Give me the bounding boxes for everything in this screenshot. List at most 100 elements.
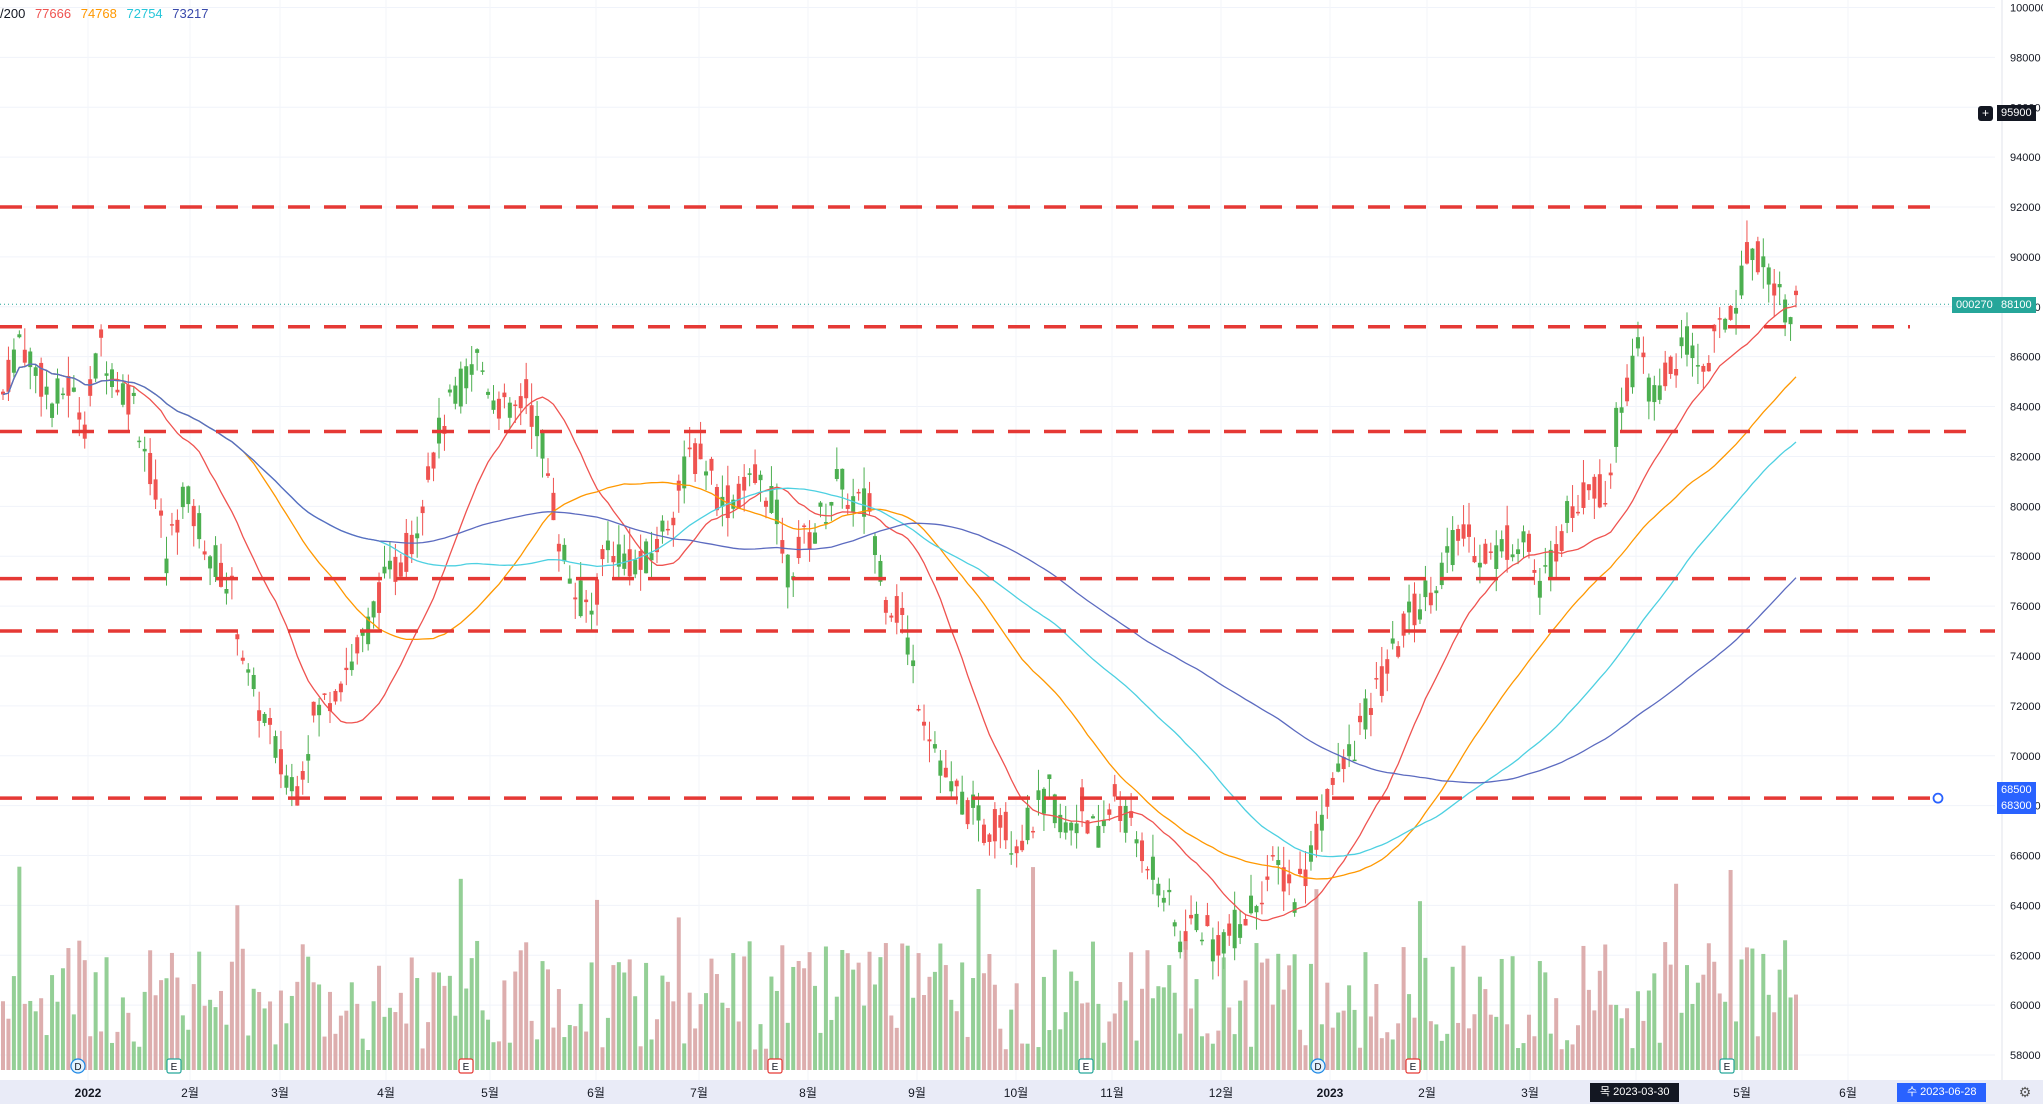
volume-bar bbox=[229, 961, 234, 1070]
candle-body bbox=[851, 496, 856, 512]
candle-body bbox=[191, 505, 196, 527]
candle-body bbox=[393, 556, 398, 582]
candle-body bbox=[235, 634, 240, 640]
volume-bar bbox=[556, 989, 561, 1070]
volume-bar bbox=[698, 1004, 703, 1070]
candle-body bbox=[398, 562, 403, 577]
volume-bar bbox=[1543, 972, 1548, 1070]
candle-body bbox=[1783, 299, 1788, 323]
volume-bar bbox=[120, 997, 125, 1070]
volume-bar bbox=[311, 982, 316, 1070]
candle-body bbox=[938, 760, 943, 776]
volume-bar bbox=[654, 1019, 659, 1070]
volume-bar bbox=[1205, 1033, 1210, 1070]
volume-bar bbox=[878, 957, 883, 1070]
settings-gear-icon[interactable]: ⚙ bbox=[2018, 1084, 2032, 1100]
volume-bar bbox=[1521, 1043, 1526, 1070]
volume-bar bbox=[1150, 998, 1155, 1070]
candle-body bbox=[1336, 763, 1341, 772]
candle-body bbox=[1276, 860, 1281, 865]
candle-body bbox=[1227, 923, 1232, 936]
candle-body bbox=[567, 578, 572, 584]
volume-bar bbox=[1537, 961, 1542, 1070]
volume-bar bbox=[409, 957, 414, 1070]
candle-body bbox=[186, 486, 191, 505]
candle-body bbox=[693, 443, 698, 475]
candle-body bbox=[654, 538, 659, 553]
volume-bar bbox=[393, 1012, 398, 1070]
volume-bar bbox=[922, 995, 927, 1070]
volume-bar bbox=[28, 1000, 33, 1070]
candle-body bbox=[1744, 242, 1749, 264]
volume-bar bbox=[900, 943, 905, 1070]
candle-body bbox=[159, 510, 164, 516]
volume-bar bbox=[709, 958, 714, 1070]
candle-body bbox=[480, 370, 485, 372]
candle-body bbox=[496, 398, 501, 419]
volume-bar bbox=[1766, 994, 1771, 1070]
candle-body bbox=[257, 710, 262, 721]
candle-body bbox=[431, 452, 436, 469]
legend-ma5-value: 77666 bbox=[34, 6, 72, 21]
volume-bar bbox=[175, 977, 180, 1070]
candle-body bbox=[1232, 909, 1237, 949]
volume-bar bbox=[82, 960, 87, 1070]
volume-bar bbox=[1744, 947, 1749, 1070]
candle-body bbox=[1494, 545, 1499, 569]
volume-bar bbox=[349, 982, 354, 1070]
volume-bar bbox=[611, 965, 616, 1070]
volume-bar bbox=[1080, 1003, 1085, 1070]
candle-body bbox=[28, 351, 33, 368]
volume-bar bbox=[1663, 942, 1668, 1070]
candle-body bbox=[1456, 528, 1461, 541]
volume-bar bbox=[1706, 943, 1711, 1070]
volume-bar bbox=[469, 958, 474, 1070]
candle-body bbox=[1265, 876, 1270, 880]
volume-bar bbox=[60, 968, 65, 1070]
candle-body bbox=[747, 473, 752, 475]
volume-bar bbox=[780, 945, 785, 1070]
add-alert-plus-icon[interactable]: + bbox=[1978, 106, 1993, 121]
candle-body bbox=[1254, 906, 1259, 913]
candle-body bbox=[1123, 805, 1128, 833]
candle-body bbox=[1565, 501, 1570, 523]
volume-bar bbox=[366, 1049, 371, 1070]
price-axis-tick-label: 78000 bbox=[2010, 551, 2041, 563]
volume-bar bbox=[1041, 976, 1046, 1070]
candle-body bbox=[1706, 362, 1711, 372]
candle-body bbox=[218, 562, 223, 587]
candle-body bbox=[960, 791, 965, 815]
candle-body bbox=[197, 513, 202, 540]
volume-bar bbox=[720, 1002, 725, 1070]
candle-body bbox=[142, 448, 147, 452]
time-axis-label: 11월 bbox=[1100, 1086, 1124, 1100]
event-marker-label: D bbox=[74, 1062, 81, 1073]
volume-bar bbox=[1783, 940, 1788, 1070]
candle-body bbox=[1281, 867, 1286, 892]
candle-body bbox=[1445, 546, 1450, 553]
candle-body bbox=[1581, 482, 1586, 508]
candle-body bbox=[349, 661, 354, 671]
candle-body bbox=[1172, 922, 1177, 927]
candle-body bbox=[1772, 283, 1777, 296]
candle-body bbox=[262, 713, 267, 723]
candle-body bbox=[1178, 941, 1183, 953]
candle-body bbox=[682, 456, 687, 489]
candle-body bbox=[976, 805, 981, 821]
volume-bar bbox=[355, 1003, 360, 1070]
candle-body bbox=[268, 718, 273, 725]
candle-body bbox=[88, 379, 93, 396]
volume-bar bbox=[257, 991, 262, 1070]
volume-bar bbox=[1581, 945, 1586, 1070]
volume-bar bbox=[224, 1024, 229, 1070]
volume-bar bbox=[1739, 959, 1744, 1070]
volume-bar bbox=[104, 957, 109, 1070]
volume-bar bbox=[317, 984, 322, 1070]
volume-bar bbox=[960, 962, 965, 1070]
candle-body bbox=[377, 582, 382, 613]
volume-bar bbox=[1401, 947, 1406, 1070]
candle-body bbox=[1690, 345, 1695, 359]
volume-bar bbox=[1210, 1043, 1215, 1070]
